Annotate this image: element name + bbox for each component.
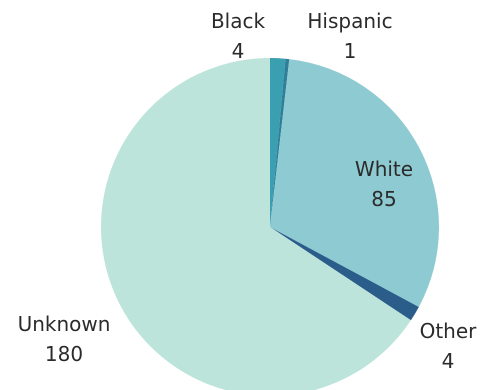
slice-label-hispanic: Hispanic [307, 9, 392, 33]
slice-label-white: White [355, 157, 413, 181]
slice-label-unknown: Unknown [18, 312, 111, 336]
slice-label-other: Other [420, 319, 478, 343]
slice-value-other: 4 [442, 349, 455, 373]
slice-value-hispanic: 1 [344, 39, 357, 63]
pie-slices [101, 58, 439, 390]
slice-value-black: 4 [232, 39, 245, 63]
slice-label-black: Black [211, 9, 266, 33]
pie-labels: Black 4 Hispanic 1 White 85 Other 4 Unknown 180 [18, 9, 478, 373]
pie-slice-other [270, 227, 419, 321]
pie-slice-hispanic [270, 58, 290, 228]
slice-value-unknown: 180 [45, 342, 83, 366]
pie-slice-white [270, 59, 439, 307]
slice-value-white: 85 [371, 187, 396, 211]
pie-slice-unknown [101, 58, 411, 390]
pie-slice-black [270, 58, 286, 227]
